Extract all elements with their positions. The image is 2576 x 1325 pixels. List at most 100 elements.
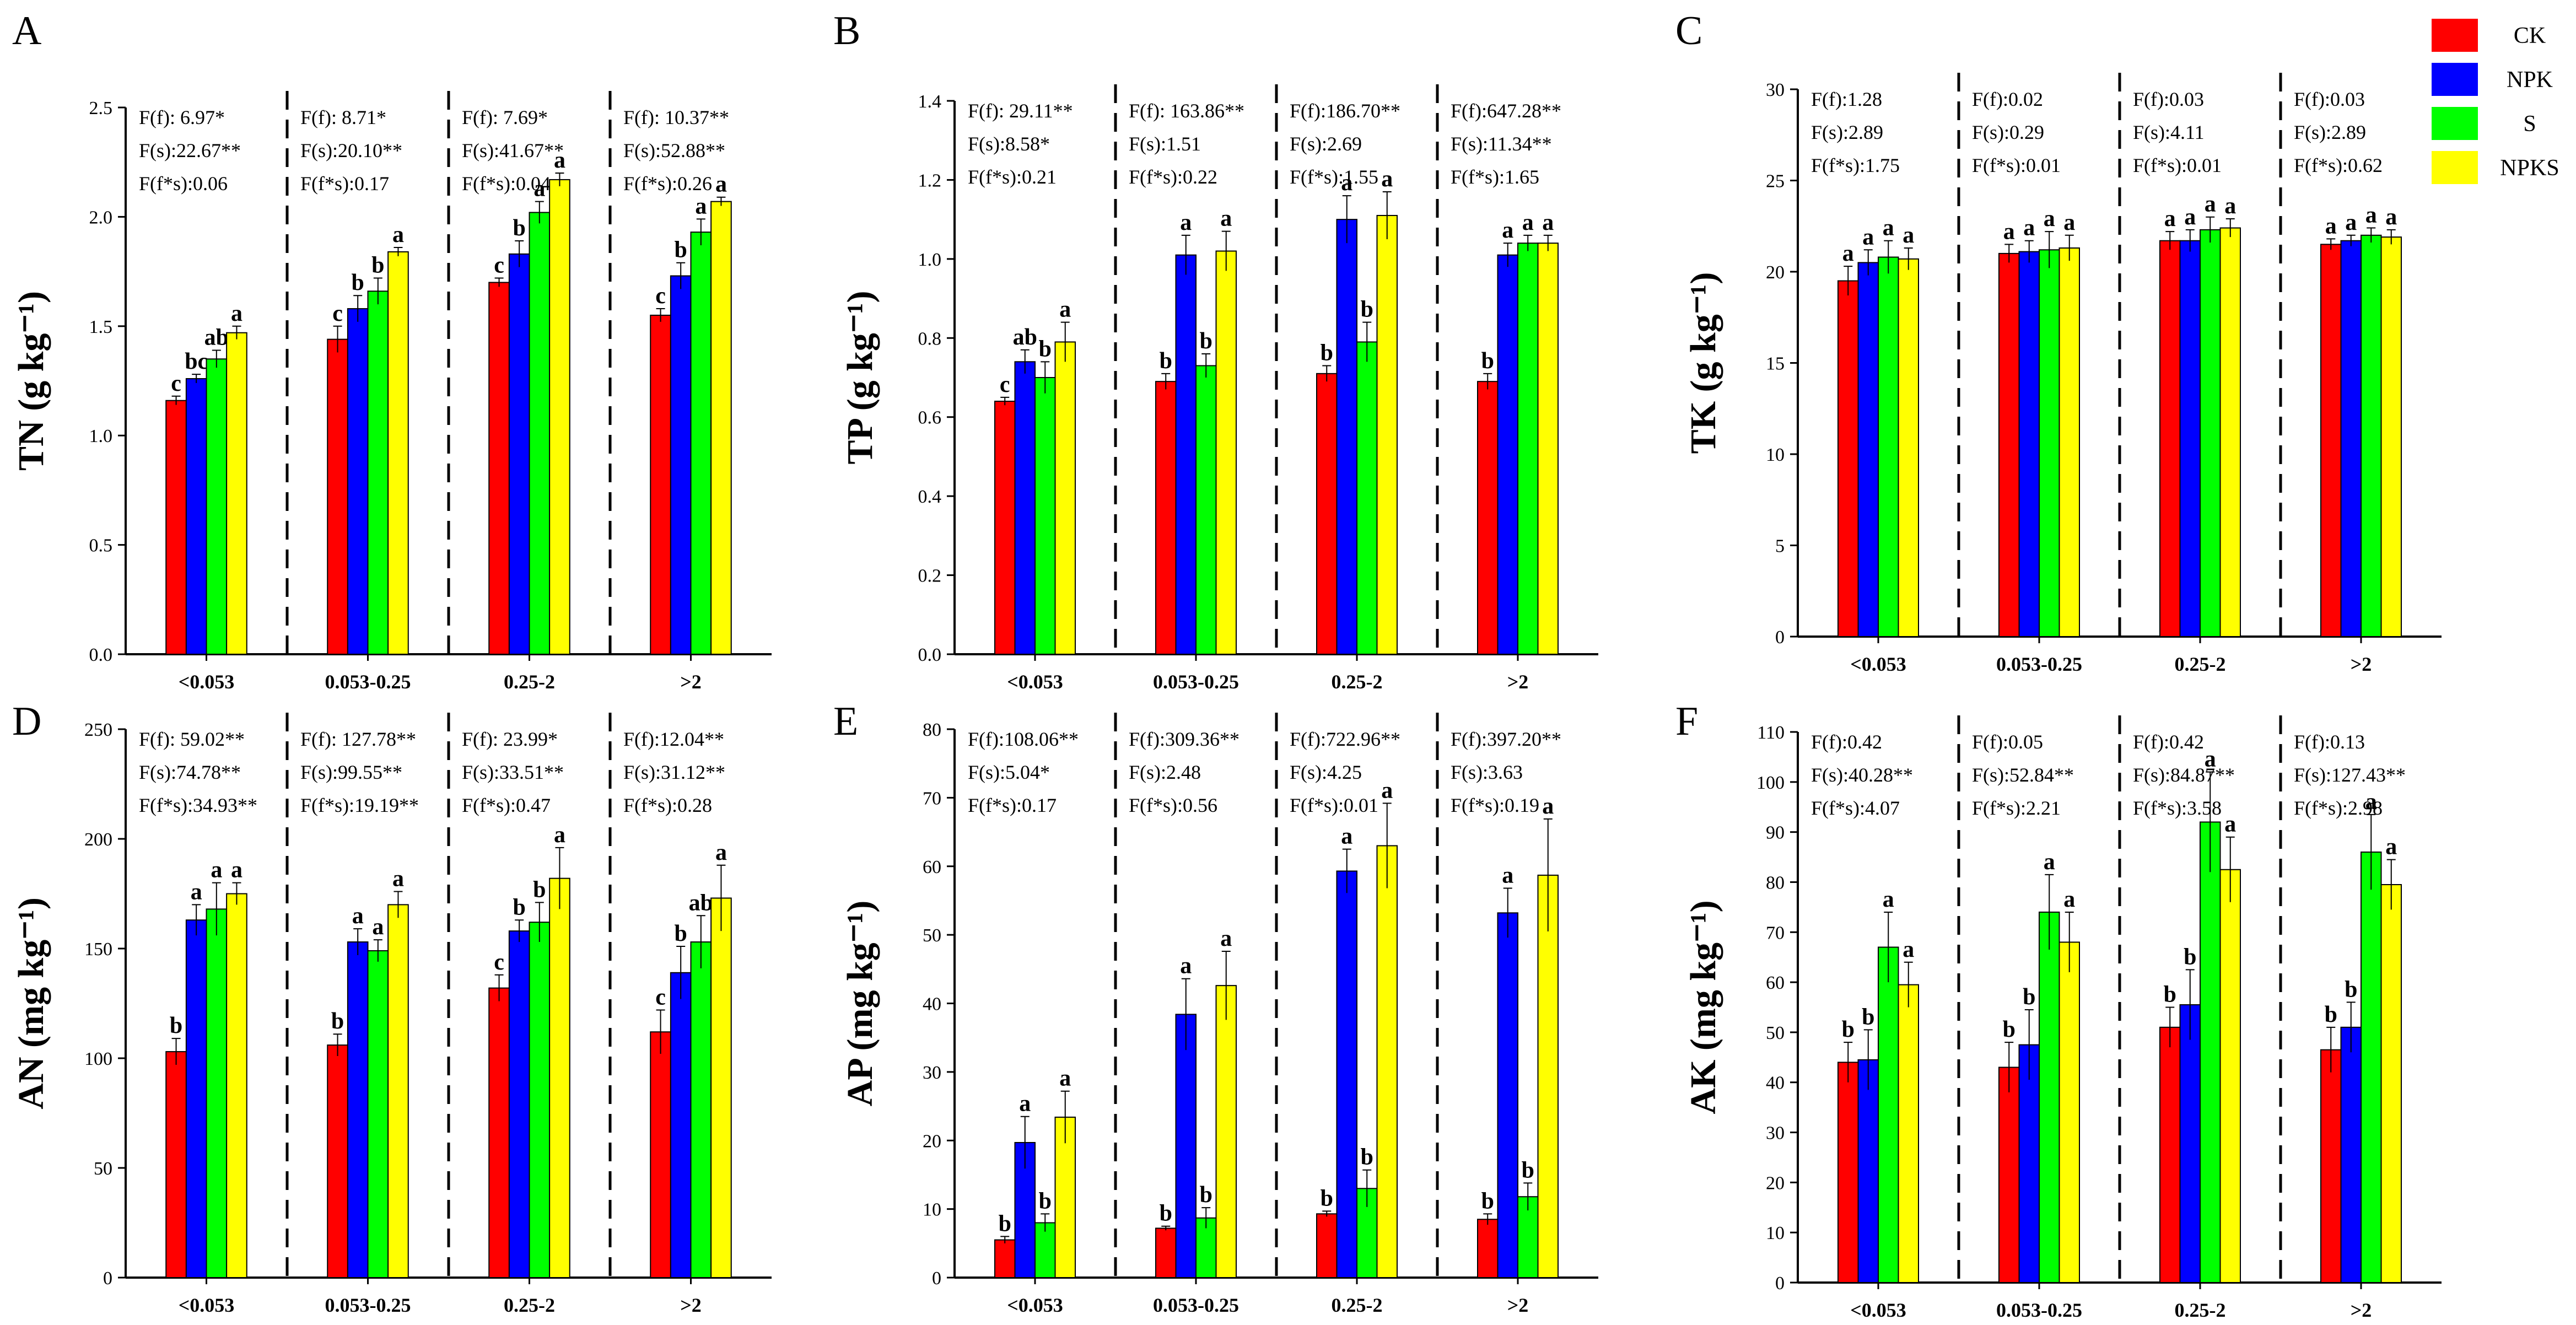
- anova-stat: F(f):1.28: [1811, 88, 1882, 110]
- significance-letter: a: [352, 903, 364, 929]
- bar-npk: [2018, 251, 2040, 637]
- anova-stat: F(s):2.69: [1290, 133, 1362, 155]
- bar-ck: [327, 1044, 348, 1278]
- bar-ck: [1998, 252, 2020, 637]
- significance-letter: c: [1000, 372, 1010, 397]
- bar-s: [1356, 341, 1378, 655]
- anova-stat: F(s):4.25: [1290, 761, 1362, 783]
- bar-npk: [347, 308, 369, 655]
- y-tick-label: 30: [1766, 80, 1785, 100]
- significance-letter: a: [2224, 193, 2236, 219]
- bar-npks: [226, 893, 247, 1278]
- anova-stat: F(f): 59.02**: [139, 728, 245, 750]
- y-tick-label: 0: [103, 1268, 112, 1289]
- anova-stat: F(f*s):2.98: [2294, 797, 2383, 819]
- x-tick-label: >2: [2351, 1299, 2372, 1321]
- significance-letter: a: [1522, 210, 1534, 235]
- anova-stat: F(f):647.28**: [1451, 100, 1561, 122]
- anova-stat: F(f*s):34.93**: [139, 794, 257, 816]
- bar-s: [690, 941, 712, 1279]
- bar-ck: [488, 987, 510, 1278]
- bar-npk: [1857, 262, 1879, 637]
- significance-letter: a: [554, 148, 565, 173]
- significance-letter: b: [1039, 336, 1052, 362]
- y-tick-label: 1.5: [89, 317, 113, 337]
- y-tick-label: 60: [1766, 973, 1785, 993]
- y-tick-label: 20: [1766, 1173, 1785, 1193]
- significance-letter: a: [2205, 747, 2216, 772]
- x-tick-label: 0.053-0.25: [1153, 671, 1239, 693]
- legend-swatch-npk: [2432, 63, 2478, 96]
- significance-letter: a: [1059, 1066, 1071, 1091]
- panel-label: D: [12, 699, 41, 744]
- y-tick-label: 2.0: [89, 207, 113, 228]
- significance-letter: a: [2164, 206, 2176, 231]
- y-tick-label: 70: [923, 788, 941, 809]
- anova-stat: F(f*s):0.62: [2294, 154, 2383, 176]
- significance-letter: b: [352, 270, 364, 295]
- y-tick-label: 50: [1766, 1023, 1785, 1043]
- y-tick-label: 50: [94, 1159, 112, 1179]
- significance-letter: b: [999, 1211, 1011, 1236]
- bar-s: [1195, 365, 1217, 655]
- x-tick-label: 0.053-0.25: [325, 1294, 411, 1316]
- anova-stat: F(s):52.88**: [623, 139, 725, 161]
- x-tick-label: <0.053: [1007, 1294, 1063, 1316]
- significance-letter: a: [1883, 887, 1894, 912]
- bar-s: [2361, 234, 2382, 637]
- panel-label: B: [833, 8, 860, 53]
- bar-npks: [710, 201, 732, 655]
- bar-s: [1878, 946, 1899, 1283]
- significance-letter: a: [2044, 849, 2055, 875]
- x-tick-label: <0.053: [1850, 1299, 1906, 1321]
- anova-stat: F(f*s):0.26: [623, 173, 712, 195]
- bar-npks: [1376, 214, 1398, 655]
- anova-stat: F(f*s):4.07: [1811, 797, 1900, 819]
- bar-npk: [1497, 254, 1518, 655]
- anova-stat: F(s):84.87**: [2133, 764, 2235, 786]
- significance-letter: a: [231, 301, 242, 326]
- chart-panel-b: B 0.0 0.2 0.4 0.6 0.8 1.0 1.2 1.4 TP (g kg⁻¹) <0.0…: [833, 8, 1598, 693]
- significance-letter: a: [2063, 210, 2075, 235]
- significance-letter: b: [1160, 348, 1172, 374]
- bar-npk: [347, 941, 369, 1279]
- x-tick-label: 0.053-0.25: [1153, 1294, 1239, 1316]
- anova-stat: F(f):0.42: [1811, 731, 1882, 753]
- significance-letter: c: [655, 283, 666, 309]
- anova-stat: F(f): 7.69*: [462, 106, 548, 128]
- anova-stat: F(f):397.20**: [1451, 728, 1561, 750]
- anova-stat: F(s):99.55**: [300, 761, 402, 783]
- significance-letter: b: [1842, 1017, 1855, 1042]
- significance-letter: a: [2365, 203, 2377, 228]
- chart-panel-c: C 0 5 10 15 20 25 30 TK (g kg⁻¹) <0.053 F(f):1.28 F…: [1675, 8, 2442, 675]
- significance-letter: a: [1502, 863, 1513, 888]
- y-tick-label: 150: [84, 939, 112, 960]
- anova-stat: F(f*s):0.47: [462, 794, 551, 816]
- significance-letter: a: [392, 222, 404, 247]
- significance-letter: c: [494, 253, 504, 278]
- y-tick-label: 30: [1766, 1123, 1785, 1144]
- significance-letter: a: [2325, 213, 2337, 239]
- significance-letter: ab: [689, 890, 713, 915]
- bar-s: [1034, 377, 1056, 655]
- anova-stat: F(f*s):0.21: [968, 166, 1057, 188]
- significance-letter: a: [231, 858, 242, 883]
- bar-npk: [1014, 361, 1036, 655]
- y-tick-label: 40: [1766, 1073, 1785, 1094]
- anova-stat: F(f): 23.99*: [462, 728, 558, 750]
- y-axis-title: AN (mg kg⁻¹): [11, 897, 51, 1109]
- significance-letter: b: [371, 253, 384, 278]
- anova-stat: F(s):0.29: [1972, 121, 2044, 143]
- x-tick-label: <0.053: [1007, 671, 1063, 693]
- anova-stat: F(f): 163.86**: [1129, 100, 1244, 122]
- x-tick-label: >2: [1507, 671, 1529, 693]
- significance-letter: a: [1903, 937, 1914, 962]
- y-tick-label: 60: [923, 857, 941, 877]
- anova-stat: F(f): 29.11**: [968, 100, 1073, 122]
- anova-stat: F(f):0.05: [1972, 731, 2043, 753]
- chart-panel-d: D 0 50 100 150 200 250 AN (mg kg⁻¹) <0.053 F(f): …: [11, 699, 772, 1316]
- significance-letter: b: [1321, 1186, 1333, 1211]
- bar-ck: [994, 1239, 1016, 1278]
- anova-stat: F(f):0.42: [2133, 731, 2204, 753]
